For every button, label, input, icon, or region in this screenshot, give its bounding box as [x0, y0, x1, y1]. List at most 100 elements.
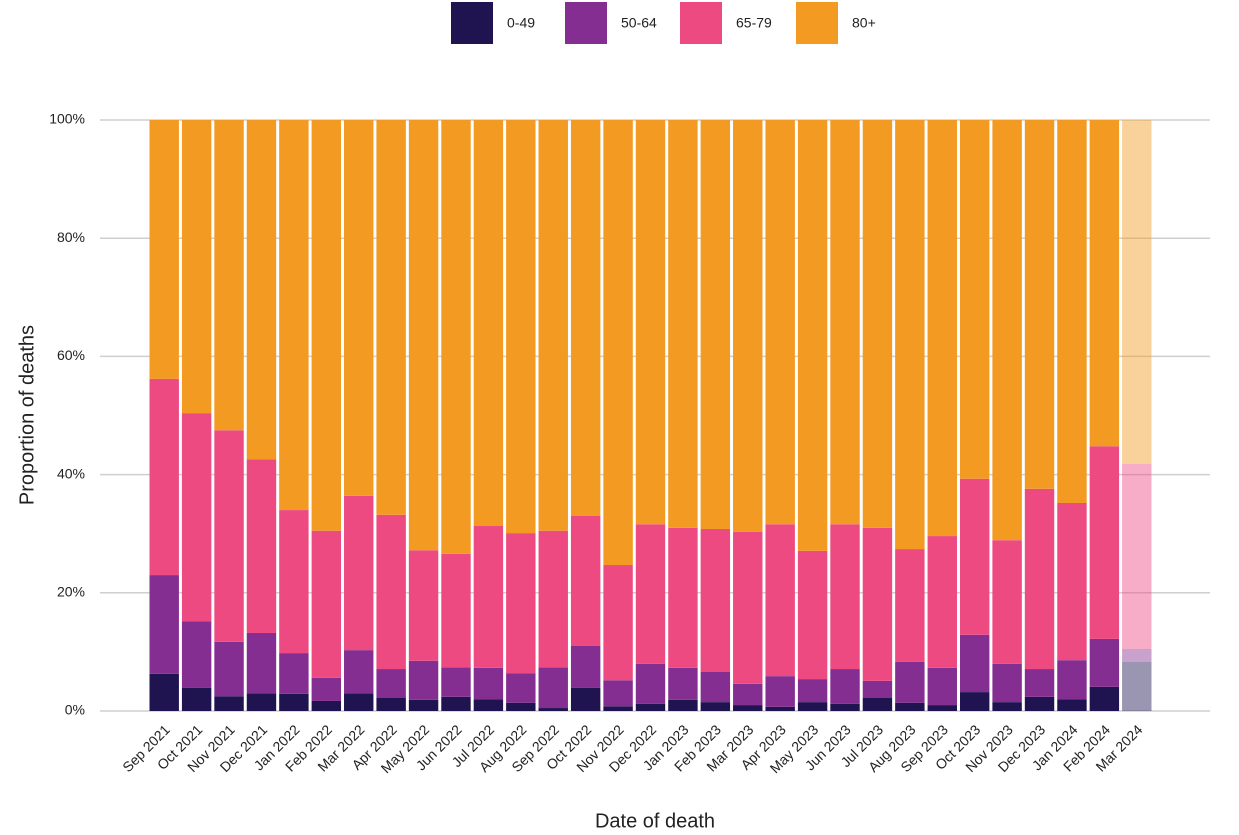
bar-segment: [733, 120, 763, 532]
bar-segment: [1024, 120, 1055, 489]
bar-segment: [733, 705, 763, 711]
bar-segment: [765, 706, 795, 711]
bar-segment: [246, 632, 277, 694]
bar-segment: [1057, 502, 1087, 661]
bar-segment: [570, 515, 601, 646]
bar-segment: [344, 693, 374, 711]
bar-segment: [1122, 463, 1152, 649]
bar-segment: [927, 705, 957, 711]
bar-segment: [895, 702, 925, 711]
bar-segment: [311, 677, 342, 701]
bar-segment: [603, 680, 633, 707]
bar-segment: [214, 696, 244, 711]
bar-segment: [797, 550, 828, 680]
bar-segment: [473, 699, 504, 711]
y-tick-label: 20%: [57, 584, 85, 600]
bar-segment: [538, 120, 568, 531]
bar-segment: [765, 676, 795, 707]
bar-segment: [959, 120, 990, 479]
bar-segment: [506, 702, 536, 711]
bar-segment: [376, 697, 406, 711]
bar-segment: [441, 553, 471, 668]
bar-segment: [603, 565, 633, 681]
bar-segment: [895, 549, 925, 662]
bar-segment: [181, 120, 212, 414]
bar-segment: [1024, 696, 1055, 711]
bar-segment: [1057, 660, 1087, 700]
bar-segment: [214, 430, 244, 642]
bar-segment: [603, 706, 633, 711]
bar-segment: [376, 514, 406, 670]
bar-segment: [441, 696, 471, 711]
bar-segment: [797, 702, 828, 711]
bar-segment: [246, 120, 277, 460]
bar-segment: [927, 120, 957, 537]
bar-segment: [830, 120, 860, 525]
bar-segment: [441, 667, 471, 697]
bar-segment: [668, 120, 698, 528]
bar-segment: [1089, 686, 1120, 711]
bar-segment: [506, 673, 536, 703]
bar-segment: [603, 120, 633, 566]
bar-segment: [1089, 120, 1120, 447]
bar-segment: [830, 669, 860, 704]
bar-segment: [570, 645, 601, 688]
y-tick-label: 0%: [65, 702, 85, 718]
bar-segment: [311, 530, 342, 678]
y-tick-label: 80%: [57, 229, 85, 245]
legend-label: 80+: [852, 15, 876, 31]
legend-label: 0-49: [507, 15, 535, 31]
bar-segment: [246, 693, 277, 711]
bar-segment: [927, 536, 957, 668]
bar-segment: [570, 120, 601, 516]
bar-segment: [830, 703, 860, 711]
bar-segment: [1024, 488, 1055, 670]
bar-segment: [765, 524, 795, 677]
bar-segment: [538, 667, 568, 709]
legend-swatch: [451, 2, 493, 44]
y-tick-label: 100%: [49, 111, 85, 127]
bar-segment: [895, 661, 925, 703]
bar-segment: [506, 533, 536, 674]
bar-segment: [506, 120, 536, 534]
legend-swatch: [680, 2, 722, 44]
bar-segment: [473, 667, 504, 700]
bar-segment: [1122, 661, 1152, 711]
bar-segment: [181, 687, 212, 711]
bar-segment: [895, 120, 925, 550]
x-axis-title: Date of death: [595, 810, 715, 832]
bar-segment: [344, 495, 374, 651]
bar-segment: [635, 663, 666, 704]
bar-segment: [408, 120, 439, 551]
bar-segment: [700, 671, 731, 703]
bar-segment: [408, 660, 439, 700]
bar-segment: [279, 693, 309, 711]
bar-segment: [1089, 446, 1120, 639]
bar-segment: [1024, 669, 1055, 697]
bar-segment: [181, 621, 212, 688]
bar-segment: [149, 120, 179, 379]
bar-segment: [441, 120, 471, 554]
bar-segment: [700, 528, 731, 672]
bar-segment: [862, 697, 893, 711]
bar-segment: [408, 550, 439, 661]
bar-segment: [214, 641, 244, 697]
bar-segment: [376, 120, 406, 515]
y-axis-title: Proportion of deaths: [16, 325, 38, 505]
bar-segment: [668, 699, 698, 711]
bar-segment: [635, 524, 666, 664]
bar-segment: [246, 459, 277, 633]
bar-segment: [959, 634, 990, 693]
bar-segment: [376, 669, 406, 698]
bar-segment: [635, 703, 666, 711]
legend-swatch: [796, 2, 838, 44]
bar-segment: [538, 708, 568, 711]
bar-segment: [992, 702, 1022, 711]
y-tick-label: 60%: [57, 347, 85, 363]
bar-segment: [149, 378, 179, 576]
bar-segment: [830, 524, 860, 670]
bar-segment: [927, 667, 957, 706]
bar-segment: [473, 120, 504, 527]
bar-segment: [311, 120, 342, 531]
